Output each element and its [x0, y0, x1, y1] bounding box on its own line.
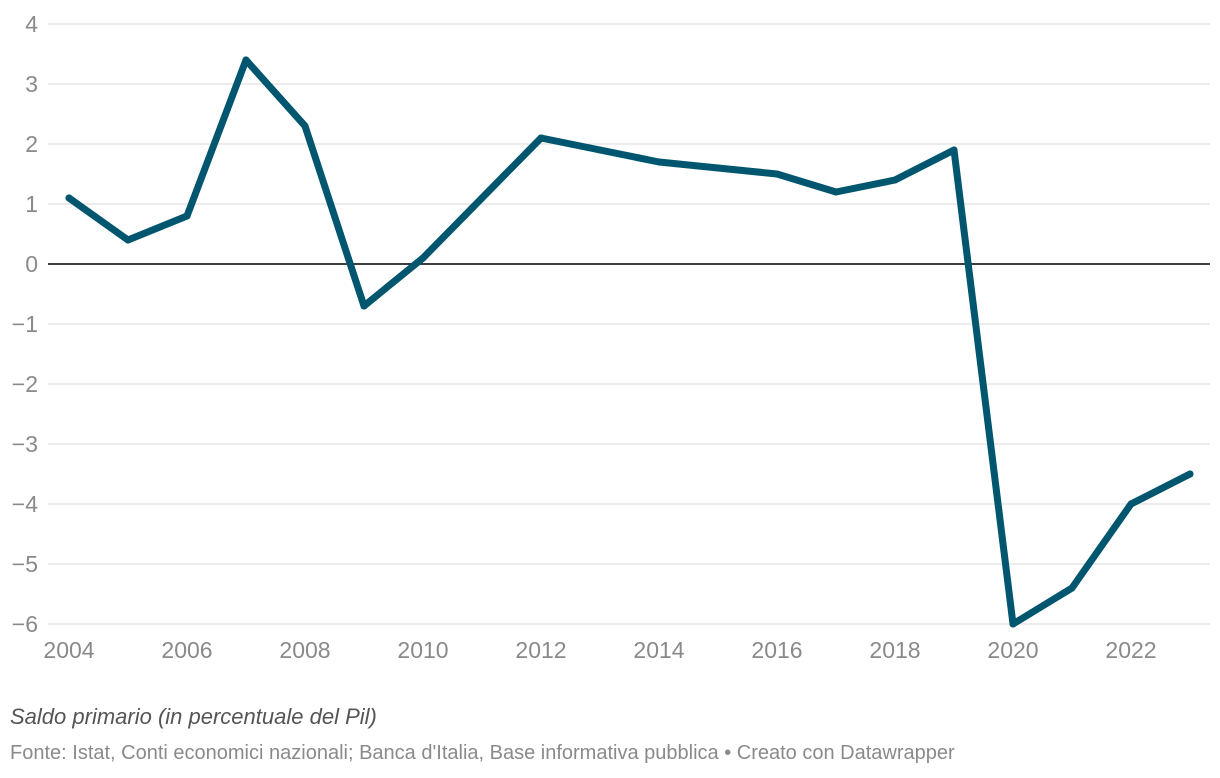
data-point [183, 212, 191, 220]
series-line-saldo-primario [65, 56, 1194, 628]
data-point [1068, 584, 1076, 592]
y-tick-label: −3 [12, 431, 38, 457]
x-tick-label: 2006 [161, 637, 212, 663]
data-point [714, 164, 722, 172]
x-tick-label: 2004 [43, 637, 94, 663]
data-point [891, 176, 899, 184]
chart-source: Fonte: Istat, Conti economici nazionali;… [10, 742, 955, 764]
x-tick-label: 2014 [633, 637, 684, 663]
x-tick-label: 2018 [869, 637, 920, 663]
x-tick-label: 2022 [1105, 637, 1156, 663]
data-point [832, 188, 840, 196]
data-point [65, 194, 73, 202]
data-point [1009, 620, 1017, 628]
data-point [1186, 470, 1194, 478]
y-tick-label: −2 [12, 371, 38, 397]
y-tick-label: −1 [12, 311, 38, 337]
data-point [124, 236, 132, 244]
chart-caption: Saldo primario (in percentuale del Pil) [10, 704, 377, 729]
data-point [242, 56, 250, 64]
y-tick-label: 2 [25, 131, 38, 157]
data-point [301, 122, 309, 130]
data-point [537, 134, 545, 142]
x-tick-label: 2010 [397, 637, 448, 663]
x-tick-label: 2020 [987, 637, 1038, 663]
data-point [773, 170, 781, 178]
data-point [950, 146, 958, 154]
y-tick-label: −5 [12, 551, 38, 577]
data-point [596, 146, 604, 154]
y-tick-label: 0 [25, 251, 38, 277]
y-tick-label: 3 [25, 71, 38, 97]
x-tick-label: 2012 [515, 637, 566, 663]
data-point [655, 158, 663, 166]
y-tick-label: 1 [25, 191, 38, 217]
y-tick-label: −6 [12, 611, 38, 637]
data-point [419, 254, 427, 262]
data-point [1127, 500, 1135, 508]
x-tick-label: 2008 [279, 637, 330, 663]
data-point [478, 194, 486, 202]
y-tick-label: 4 [25, 11, 38, 37]
y-tick-label: −4 [12, 491, 38, 517]
x-tick-label: 2016 [751, 637, 802, 663]
data-point [360, 302, 368, 310]
